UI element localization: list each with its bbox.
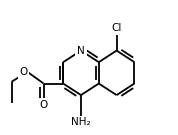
Text: O: O [19,67,28,77]
Text: NH₂: NH₂ [71,117,91,127]
Text: O: O [40,100,48,110]
Text: Cl: Cl [111,23,122,33]
Text: N: N [77,46,85,56]
